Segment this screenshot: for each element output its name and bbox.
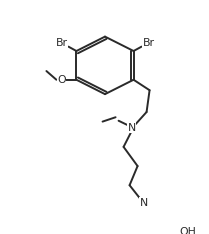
Text: OH: OH [179,227,196,234]
Text: Br: Br [55,38,68,48]
Text: N: N [139,198,148,208]
Text: Br: Br [143,38,155,48]
Text: O: O [57,75,66,85]
Text: N: N [127,123,136,133]
